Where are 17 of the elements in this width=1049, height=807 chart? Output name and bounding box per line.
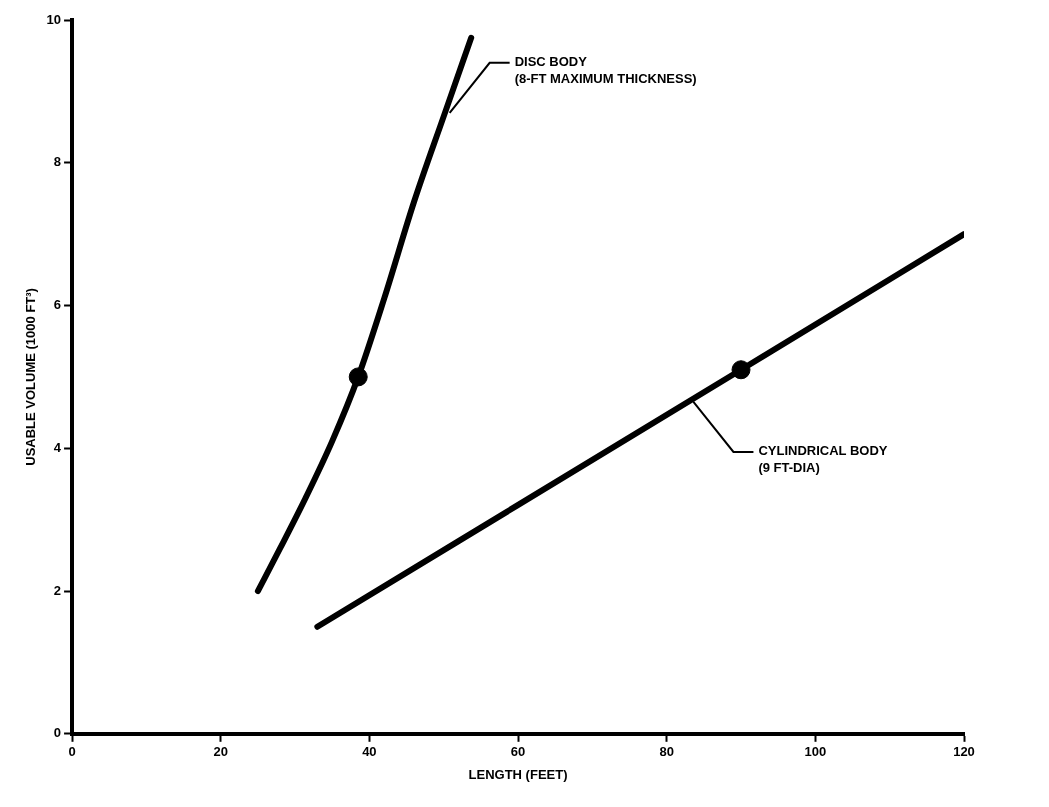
y-tick-label: 2 xyxy=(53,582,62,598)
y-tick-label: 0 xyxy=(53,725,62,741)
x-tick-label: 120 xyxy=(953,744,975,760)
x-tick-label: 40 xyxy=(362,744,377,760)
y-tick-label: 6 xyxy=(53,297,62,313)
x-tick-label: 100 xyxy=(804,744,827,760)
annotation: CYLINDRICAL BODY (9 FT-DIA) xyxy=(758,443,888,476)
x-tick-label: 80 xyxy=(659,744,674,760)
x-tick-label: 0 xyxy=(68,744,76,760)
y-tick-label: 10 xyxy=(46,11,62,27)
y-axis-title: USABLE VOLUME (1000 FT³) xyxy=(23,288,39,466)
x-tick-label: 20 xyxy=(213,744,228,760)
y-tick-label: 8 xyxy=(53,154,62,170)
annotation: DISC BODY (8-FT MAXIMUM THICKNESS) xyxy=(514,54,697,87)
x-tick-label: 60 xyxy=(510,744,526,760)
y-tick-label: 4 xyxy=(53,439,62,455)
x-axis-title: LENGTH (FEET) xyxy=(468,766,568,782)
